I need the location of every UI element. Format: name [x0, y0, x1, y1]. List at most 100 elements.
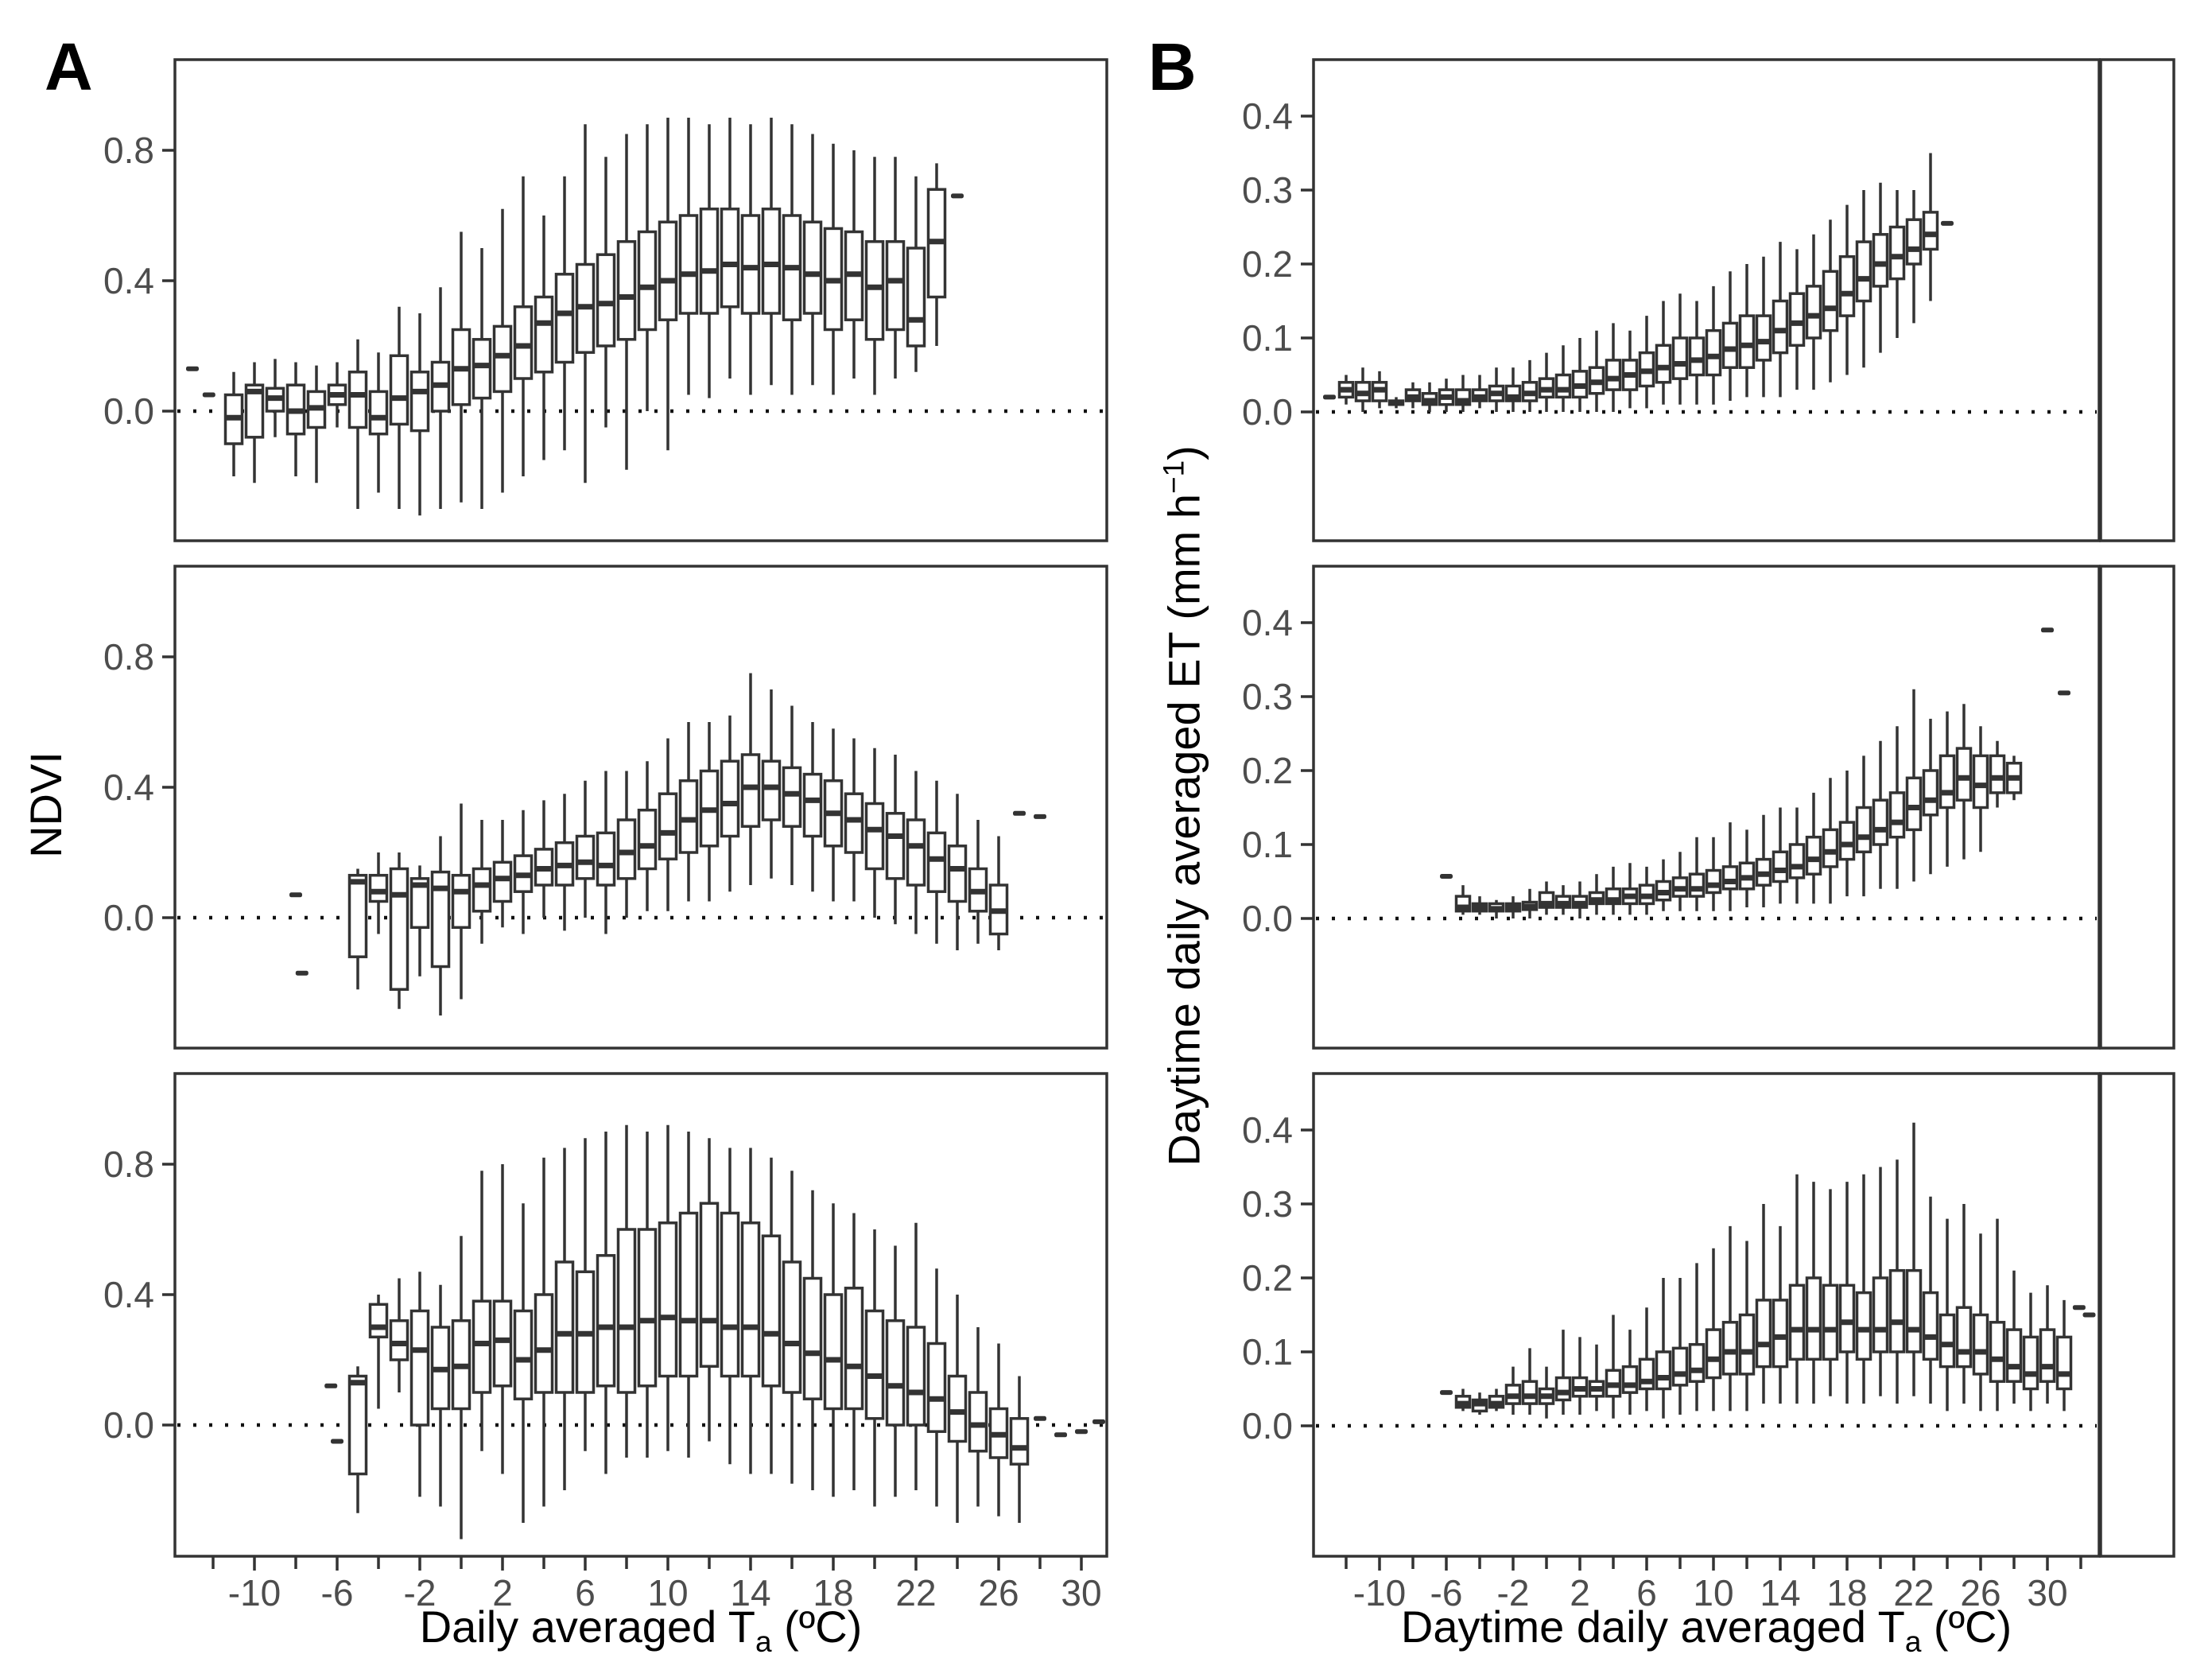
x-tick-label: 30	[2027, 1572, 2067, 1613]
boxplot-box	[1872, 798, 1889, 846]
boxplot-box	[2005, 1328, 2023, 1383]
boxplot-box	[596, 1254, 616, 1388]
boxplot-box	[1755, 314, 1772, 362]
boxplot-box	[1855, 240, 1872, 303]
boxplot-box	[1822, 270, 1839, 332]
x-axis-title-b-post: (ºC)	[1921, 1602, 2012, 1652]
x-tick-label: 22	[1893, 1572, 1934, 1613]
boxplot-box	[492, 324, 513, 394]
boxplot-box	[1822, 828, 1839, 868]
boxplot-box	[472, 867, 492, 913]
boxplot-box	[864, 1309, 885, 1420]
boxplot-box	[1738, 1313, 1756, 1376]
boxplot-box	[1788, 1283, 1806, 1361]
outlier-dash	[2072, 1305, 2086, 1311]
boxplot-box	[637, 1228, 658, 1388]
x-tick-label: 26	[978, 1572, 1019, 1613]
y-tick-label: 0.4	[103, 1274, 154, 1315]
outlier-dash	[1440, 1390, 1453, 1396]
boxplot-box	[1605, 359, 1622, 391]
boxplot-box	[1905, 218, 1923, 266]
x-tick-label: 6	[575, 1572, 596, 1613]
boxplot-box	[1655, 1350, 1672, 1391]
y-tick-label: 0.4	[103, 260, 154, 301]
boxplot-box	[596, 253, 616, 348]
boxplot-box	[389, 1319, 409, 1361]
x-tick-label: -2	[1497, 1572, 1530, 1613]
boxplot-box	[430, 870, 451, 969]
boxplot-box	[347, 371, 368, 429]
x-tick-label: -6	[321, 1572, 354, 1613]
panel-b-letter: B	[1148, 29, 1197, 104]
boxplot-box	[616, 240, 637, 341]
boxplot-box	[1972, 1313, 1989, 1376]
facet-strip-box	[2099, 1072, 2175, 1558]
boxplot-box	[1938, 1313, 1956, 1369]
boxplot-box	[244, 383, 265, 439]
boxplot-box	[1989, 1321, 2006, 1383]
y-tick-label: 0.3	[1242, 169, 1293, 211]
y-tick-label: 0.8	[103, 130, 154, 171]
boxplot-box	[1772, 1299, 1789, 1369]
x-axis-title-a-sub: a	[755, 1625, 772, 1659]
boxplot-box	[513, 305, 534, 380]
x-tick-label: -2	[404, 1572, 437, 1613]
boxplot-box	[1671, 1346, 1689, 1387]
x-tick-label: 30	[1061, 1572, 1101, 1613]
boxplot-box	[472, 338, 492, 400]
y-tick-label: 0.3	[1242, 676, 1293, 717]
outlier-dash	[1941, 220, 1954, 226]
boxplot-box	[1989, 754, 2006, 794]
outlier-dash	[295, 970, 309, 976]
outlier-dash	[1440, 873, 1453, 879]
boxplot-box	[947, 845, 968, 903]
outlier-dash	[1323, 394, 1336, 400]
boxplot-box	[1888, 791, 1906, 839]
boxplot-box	[678, 1211, 699, 1378]
facet-strip-box	[2099, 565, 2175, 1050]
x-tick-label: 2	[492, 1572, 513, 1613]
x-tick-label: 2	[1570, 1572, 1590, 1613]
boxplot-box	[637, 230, 658, 332]
boxplot-box	[1888, 225, 1906, 281]
boxplot-box	[492, 860, 513, 903]
boxplot-box	[616, 1228, 637, 1394]
boxplot-box	[1655, 344, 1672, 384]
outlier-dash	[331, 1439, 343, 1444]
subplot-border	[1312, 58, 2101, 542]
boxplot-box	[1955, 747, 1973, 802]
boxplot-box	[968, 1391, 988, 1453]
boxplot-box	[534, 1293, 554, 1394]
boxplot-box	[409, 1309, 430, 1427]
outlier-dash	[1092, 1419, 1105, 1424]
x-axis-title-a: Daily averaged Ta (ºC)	[175, 1605, 1107, 1657]
y-tick-label: 0.8	[103, 636, 154, 678]
x-axis-title-b-pre: Daytime daily averaged T	[1400, 1602, 1905, 1652]
boxplot-box	[658, 220, 678, 321]
y-tick-label: 0.0	[1242, 391, 1293, 433]
x-tick-label: 18	[813, 1572, 853, 1613]
boxplot-box	[885, 812, 906, 880]
y-tick-label: 0.8	[103, 1144, 154, 1185]
boxplot-box	[1922, 1291, 1939, 1361]
facet-strip-box	[2099, 58, 2175, 542]
boxplot-box	[658, 792, 678, 860]
outlier-dash	[2082, 1312, 2096, 1318]
boxplot-box	[2022, 1335, 2039, 1391]
boxplot-box	[802, 220, 823, 315]
boxplot-box	[1805, 835, 1822, 876]
y-tick-label: 0.1	[1242, 1331, 1293, 1373]
x-axis-title-b-sub: a	[1904, 1625, 1922, 1659]
boxplot-box	[492, 1299, 513, 1388]
boxplot-box	[947, 1374, 968, 1443]
boxplot-box	[761, 759, 782, 821]
subplot-border	[1312, 1072, 2101, 1558]
subplot-border	[173, 58, 1108, 542]
boxplot-box	[864, 240, 885, 341]
x-tick-label: 22	[895, 1572, 936, 1613]
x-tick-label: 14	[1760, 1572, 1800, 1613]
subplot-border	[173, 565, 1108, 1050]
boxplot-box	[1788, 843, 1806, 880]
x-tick-label: 18	[1826, 1572, 1867, 1613]
